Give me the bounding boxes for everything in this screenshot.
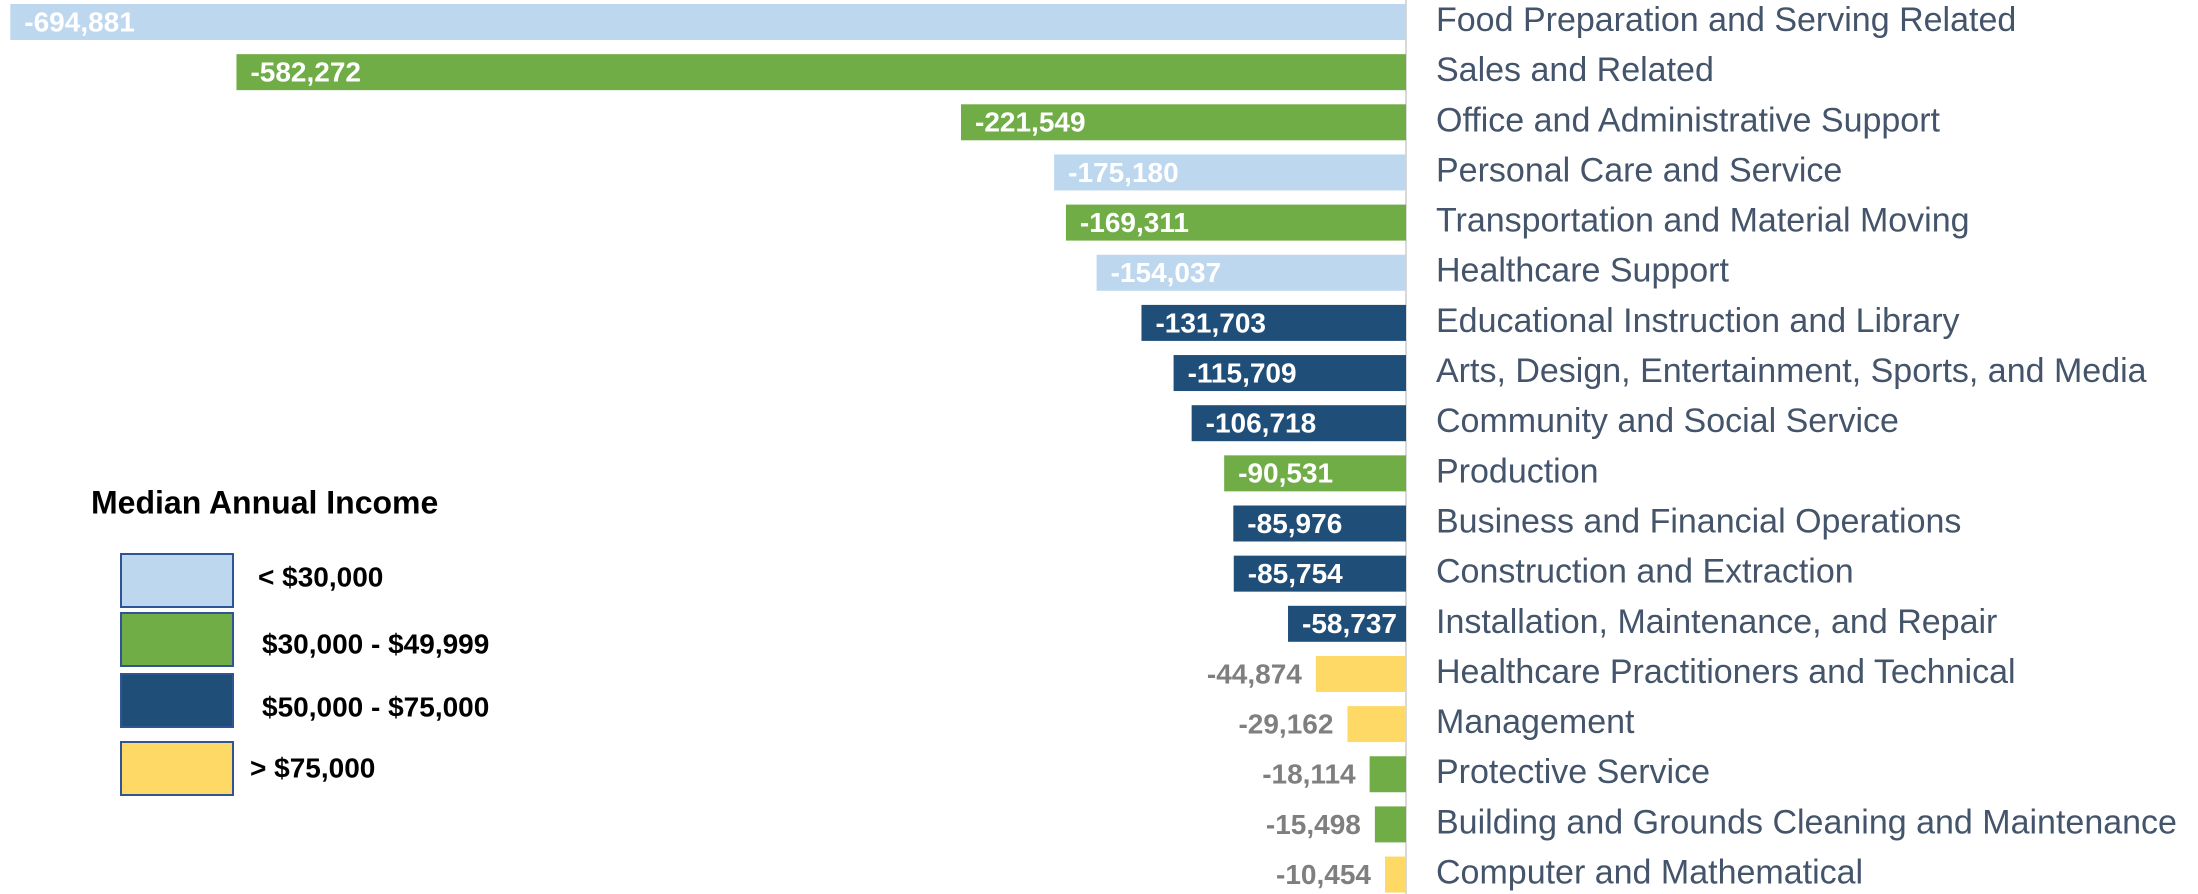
bar <box>1191 405 1406 442</box>
category-label: Healthcare Practitioners and Technical <box>1436 653 2016 691</box>
category-label: Personal Care and Service <box>1436 151 1842 189</box>
legend-label: < $30,000 <box>258 561 383 592</box>
category-label: Construction and Extraction <box>1436 553 1854 591</box>
category-label: Building and Grounds Cleaning and Mainte… <box>1436 803 2177 841</box>
legend-swatch <box>120 612 234 667</box>
category-label: Sales and Related <box>1436 51 1714 89</box>
bar <box>1054 154 1406 191</box>
value-label: -221,549 <box>975 107 1086 138</box>
category-label: Protective Service <box>1436 753 1710 791</box>
category-label: Food Preparation and Serving Related <box>1436 1 2016 39</box>
bar <box>10 4 1407 40</box>
category-label: Business and Financial Operations <box>1436 502 1961 540</box>
bar <box>1385 856 1406 893</box>
bar <box>1224 455 1406 492</box>
value-label: -131,703 <box>1155 307 1266 338</box>
value-label: -169,311 <box>1080 207 1189 238</box>
bar <box>1315 655 1406 692</box>
bar <box>1347 706 1406 743</box>
category-label: Transportation and Material Moving <box>1436 202 1970 240</box>
value-label: -44,874 <box>1207 658 1302 689</box>
category-label: Computer and Mathematical <box>1436 854 1863 892</box>
legend-label: > $75,000 <box>250 752 375 783</box>
value-label: -175,180 <box>1068 157 1179 188</box>
bar <box>236 54 1407 91</box>
value-label: -106,718 <box>1206 408 1317 439</box>
value-label: -694,881 <box>24 6 135 37</box>
legend-swatch <box>120 741 234 796</box>
legend-swatch <box>120 673 234 728</box>
category-label: Installation, Maintenance, and Repair <box>1436 603 1997 641</box>
bar <box>1065 204 1406 241</box>
category-label: Arts, Design, Entertainment, Sports, and… <box>1436 352 2147 390</box>
value-label: -15,498 <box>1266 809 1361 840</box>
value-label: -10,454 <box>1276 859 1371 890</box>
legend-label: $50,000 - $75,000 <box>262 691 489 722</box>
legend-label: $30,000 - $49,999 <box>262 628 489 659</box>
bar <box>1288 605 1406 642</box>
value-label: -18,114 <box>1262 759 1356 790</box>
bar <box>961 104 1406 141</box>
value-label: -115,709 <box>1188 357 1297 388</box>
category-label: Community and Social Service <box>1436 402 1899 440</box>
bar <box>1233 505 1406 542</box>
bar <box>1096 254 1406 291</box>
bar <box>1173 355 1406 392</box>
category-label: Management <box>1436 703 1635 741</box>
value-label: -58,737 <box>1302 608 1397 639</box>
legend-swatch <box>120 553 234 608</box>
value-label: -154,037 <box>1111 257 1222 288</box>
value-label: -85,976 <box>1247 508 1342 539</box>
category-label: Healthcare Support <box>1436 252 1730 290</box>
bar <box>1369 756 1406 793</box>
bar <box>1233 555 1406 592</box>
bar <box>1141 304 1406 341</box>
category-label: Office and Administrative Support <box>1436 101 1941 139</box>
category-label: Production <box>1436 452 1599 490</box>
category-label: Educational Instruction and Library <box>1436 302 1960 340</box>
value-label: -85,754 <box>1248 558 1343 589</box>
legend-title: Median Annual Income <box>91 484 438 520</box>
value-label: -90,531 <box>1238 458 1333 489</box>
bar <box>1374 806 1406 843</box>
value-label: -582,272 <box>250 57 361 88</box>
value-label: -29,162 <box>1238 708 1333 739</box>
